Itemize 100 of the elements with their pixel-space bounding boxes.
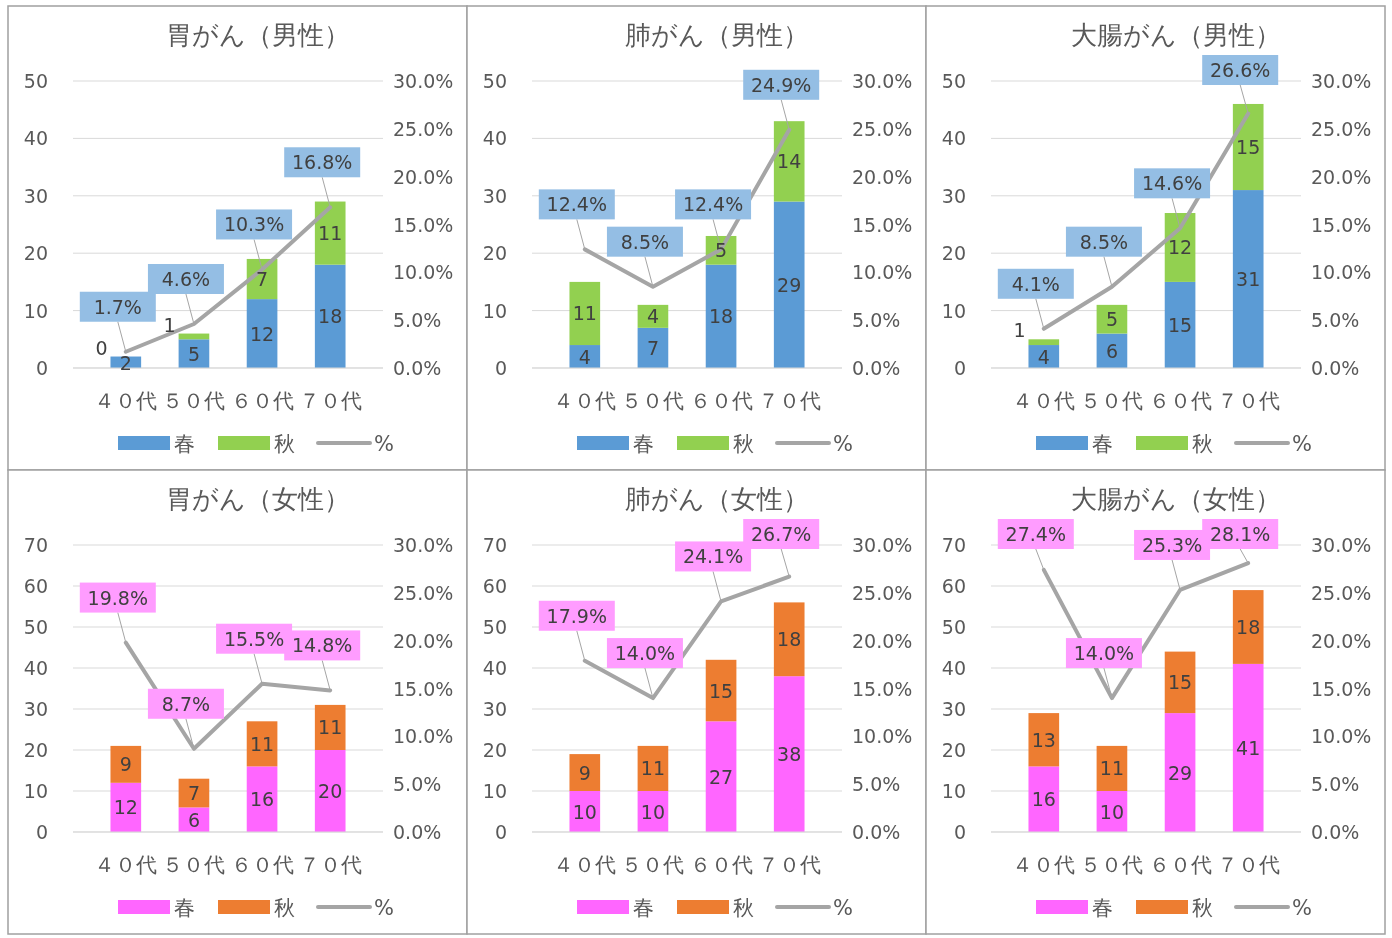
y2-tick-label: 10.0% <box>1311 725 1372 748</box>
data-label: 11 <box>249 732 275 755</box>
data-label: 12 <box>113 796 138 819</box>
y-tick-label: 20 <box>23 739 48 761</box>
y-tick-label: 20 <box>23 242 48 265</box>
y2-tick-label: 5.0% <box>1311 773 1360 796</box>
y2-tick-label: 20.0% <box>1311 165 1372 188</box>
data-label: 11 <box>640 757 666 780</box>
data-label: 10 <box>572 800 597 823</box>
x-tick-label: ７０代 <box>1216 853 1280 877</box>
data-label: 18 <box>777 628 802 651</box>
y2-tick-label: 15.0% <box>1311 677 1372 700</box>
data-label: 0 <box>95 336 108 359</box>
y2-tick-label: 25.0% <box>1311 581 1372 604</box>
y2-tick-label: 25.0% <box>852 117 913 140</box>
y-tick-label: 30 <box>941 698 966 720</box>
data-label: 7 <box>187 782 200 805</box>
data-label: 4 <box>646 305 659 328</box>
y2-tick-label: 5.0% <box>393 309 442 332</box>
y-tick-label: 60 <box>482 575 507 597</box>
x-tick-label: ５０代 <box>621 853 685 877</box>
data-label: 12.4% <box>682 193 744 216</box>
y-tick-label: 40 <box>482 127 507 150</box>
data-label: 26.6% <box>1210 59 1271 81</box>
y2-tick-label: 20.0% <box>1311 629 1372 652</box>
data-label: 4 <box>1037 345 1050 368</box>
data-label: 24.9% <box>751 73 812 96</box>
y2-tick-label: 20.0% <box>852 629 913 652</box>
data-label: 19.8% <box>87 586 148 609</box>
chart-title: 胃がん（男性） <box>166 20 350 50</box>
y-tick-label: 50 <box>23 616 48 638</box>
data-label: 27.4% <box>1005 523 1066 545</box>
y2-tick-label: 5.0% <box>852 773 901 796</box>
x-tick-label: ５０代 <box>162 389 226 413</box>
y-tick-label: 40 <box>23 657 48 679</box>
data-label: 4.6% <box>161 267 211 290</box>
data-label: 15 <box>708 679 734 702</box>
y-tick-label: 20 <box>482 739 507 761</box>
legend-label: 春 <box>1092 896 1113 920</box>
legend-label: 秋 <box>274 432 295 456</box>
data-label: 4.1% <box>1011 272 1060 295</box>
legend-label: 春 <box>633 896 654 920</box>
y-tick-label: 20 <box>941 242 966 265</box>
y2-tick-label: 25.0% <box>393 117 454 140</box>
data-label: 10.3% <box>223 213 285 236</box>
x-tick-label: ７０代 <box>1216 389 1280 413</box>
x-tick-label: ６０代 <box>230 853 294 877</box>
y2-tick-label: 20.0% <box>393 629 454 652</box>
data-label: 10 <box>1099 800 1125 823</box>
chart-title: 肺がん（男性） <box>625 20 809 50</box>
chart-title: 肺がん（女性） <box>625 484 809 514</box>
y-tick-label: 60 <box>23 575 48 597</box>
y-tick-label: 0 <box>35 821 48 843</box>
y-tick-label: 70 <box>482 534 507 556</box>
y2-tick-label: 25.0% <box>852 581 913 604</box>
legend-label: % <box>833 432 853 456</box>
data-label: 11 <box>318 222 343 245</box>
legend-label: 秋 <box>274 896 295 920</box>
data-label: 15.5% <box>223 627 285 650</box>
legend-label: % <box>1292 896 1312 920</box>
y-tick-label: 10 <box>941 780 966 802</box>
data-label: 25.3% <box>1141 533 1203 556</box>
y-tick-label: 10 <box>23 299 48 322</box>
data-label: 17.9% <box>546 604 607 627</box>
y2-tick-label: 25.0% <box>1311 117 1372 140</box>
y-tick-label: 20 <box>482 242 507 265</box>
y-tick-label: 0 <box>953 357 966 379</box>
x-tick-label: ４０代 <box>94 389 158 413</box>
data-label: 8.5% <box>1079 230 1129 253</box>
y-tick-label: 10 <box>482 299 507 322</box>
data-label: 28.1% <box>1210 523 1271 545</box>
data-label: 6 <box>1105 339 1118 362</box>
data-label: 1 <box>1013 319 1026 342</box>
data-label: 15 <box>1236 136 1261 159</box>
x-tick-label: ４０代 <box>553 389 617 413</box>
data-label: 8.5% <box>620 230 670 253</box>
y2-tick-label: 5.0% <box>852 309 901 332</box>
y2-tick-label: 30.0% <box>393 70 454 92</box>
y2-tick-label: 0.0% <box>1311 821 1360 843</box>
data-label: 12 <box>249 322 275 345</box>
y-tick-label: 50 <box>941 70 966 92</box>
x-tick-label: ７０代 <box>298 389 362 413</box>
x-tick-label: ６０代 <box>1148 389 1212 413</box>
data-label: 7 <box>256 268 269 291</box>
y2-tick-label: 0.0% <box>393 357 442 379</box>
y2-tick-label: 5.0% <box>393 773 442 796</box>
x-tick-label: ４０代 <box>94 853 158 877</box>
x-tick-label: ６０代 <box>689 853 753 877</box>
y-tick-label: 30 <box>941 184 966 207</box>
y2-tick-label: 10.0% <box>852 261 913 284</box>
data-label: 12.4% <box>546 193 607 216</box>
legend-label: % <box>374 432 394 456</box>
y-tick-label: 30 <box>482 698 507 720</box>
data-label: 16 <box>1031 788 1056 811</box>
x-tick-label: ５０代 <box>1080 389 1144 413</box>
data-label: 6 <box>187 808 200 831</box>
data-label: 16.8% <box>292 151 353 174</box>
x-tick-label: ５０代 <box>162 853 226 877</box>
y-tick-label: 70 <box>23 534 48 556</box>
x-tick-label: ７０代 <box>757 389 821 413</box>
